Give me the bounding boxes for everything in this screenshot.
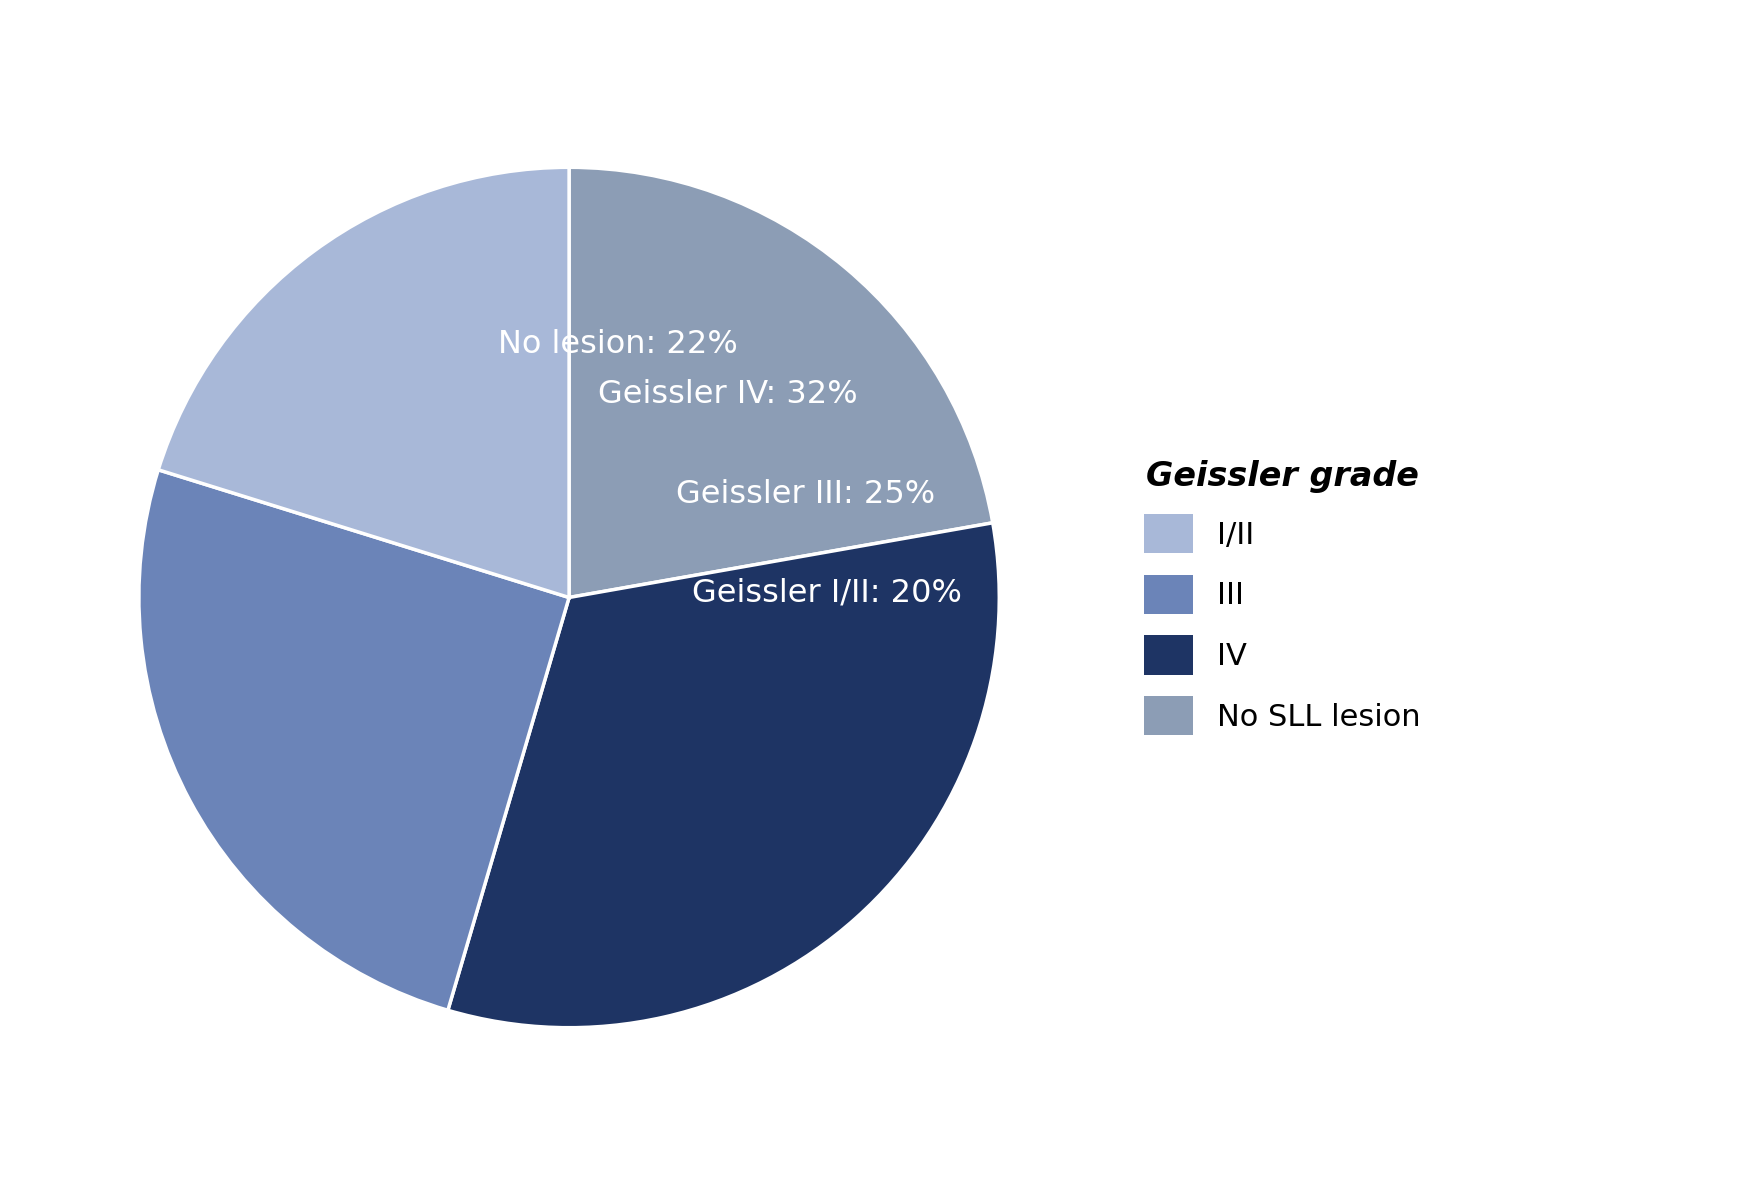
Text: No lesion: 22%: No lesion: 22%: [499, 329, 739, 360]
Wedge shape: [158, 167, 569, 598]
Text: Geissler IV: 32%: Geissler IV: 32%: [599, 379, 858, 410]
Wedge shape: [138, 470, 569, 1010]
Text: Geissler I/II: 20%: Geissler I/II: 20%: [692, 577, 961, 608]
Wedge shape: [448, 522, 1000, 1028]
Wedge shape: [569, 167, 993, 598]
Text: Geissler III: 25%: Geissler III: 25%: [676, 479, 935, 510]
Legend: I/II, III, IV, No SLL lesion: I/II, III, IV, No SLL lesion: [1143, 460, 1420, 735]
